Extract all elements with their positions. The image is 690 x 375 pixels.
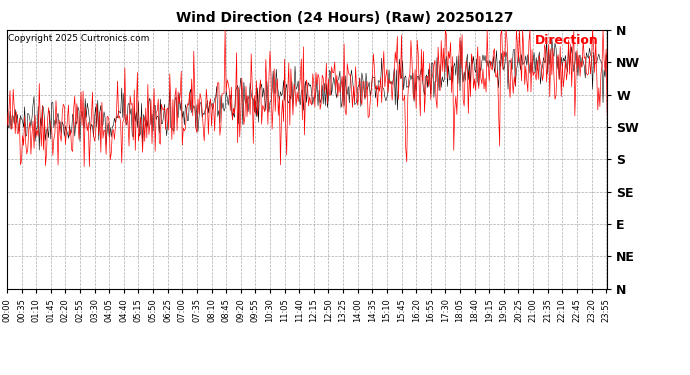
Text: Copyright 2025 Curtronics.com: Copyright 2025 Curtronics.com	[8, 34, 150, 43]
Text: Direction: Direction	[535, 34, 599, 47]
Text: Wind Direction (24 Hours) (Raw) 20250127: Wind Direction (24 Hours) (Raw) 20250127	[176, 11, 514, 25]
